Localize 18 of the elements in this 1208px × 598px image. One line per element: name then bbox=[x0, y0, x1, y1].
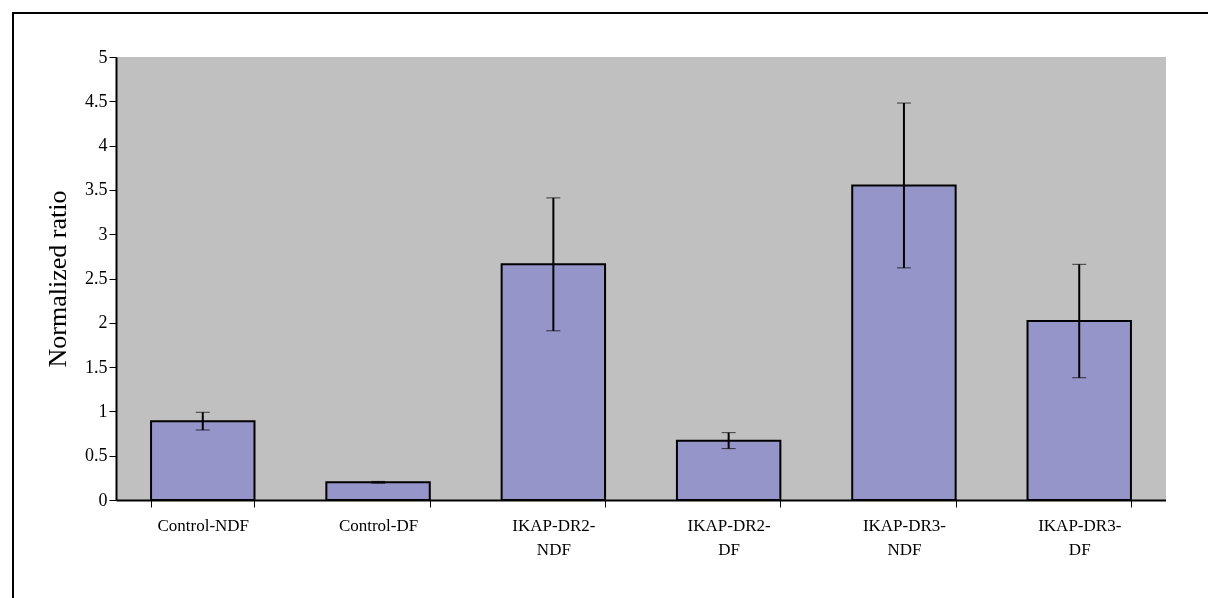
y-tick-label: 1 bbox=[98, 400, 108, 421]
x-tick-label: Control-NDF bbox=[157, 515, 250, 535]
x-tick-label: Control-DF bbox=[338, 515, 419, 535]
y-tick-label: 3 bbox=[98, 223, 108, 244]
y-tick-label: 2 bbox=[98, 312, 108, 333]
x-tick-label: IKAP-DR2-DF bbox=[687, 515, 772, 559]
y-tick-label: 4 bbox=[98, 135, 108, 156]
x-tick-label: IKAP-DR3-DF bbox=[1038, 515, 1122, 559]
y-tick-label: 2.5 bbox=[85, 268, 108, 288]
y-tick-label: 5 bbox=[98, 46, 108, 67]
y-tick-label: 1.5 bbox=[85, 356, 108, 377]
y-tick-label: 3.5 bbox=[85, 179, 108, 200]
y-tick-label: 4.5 bbox=[85, 90, 108, 111]
x-tick-label: IKAP-DR3-NDF bbox=[862, 515, 947, 559]
y-axis-title: Normalized ratio bbox=[43, 190, 72, 368]
y-tick-label: 0 bbox=[98, 489, 108, 510]
x-tick-label: IKAP-DR2-NDF bbox=[512, 515, 596, 559]
y-tick-label: 0.5 bbox=[85, 445, 108, 466]
